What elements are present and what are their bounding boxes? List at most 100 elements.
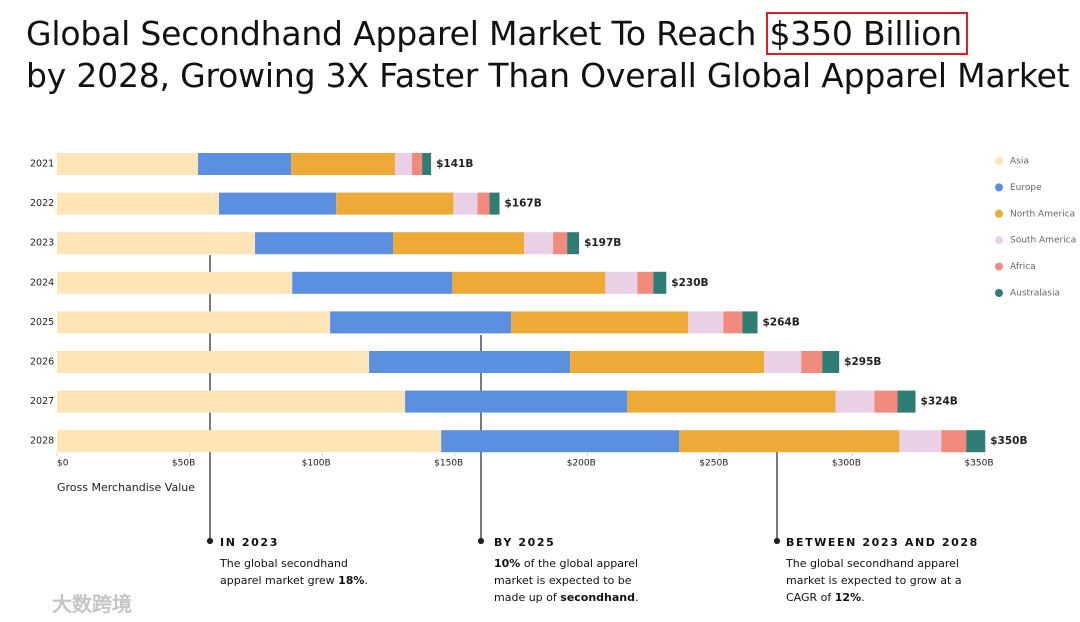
bar-segment	[966, 430, 986, 453]
y-tick-label: 2026	[30, 357, 54, 368]
y-tick-label: 2028	[30, 436, 54, 447]
legend-marker	[995, 209, 1003, 218]
bar-segment	[835, 390, 875, 413]
bar-segment	[477, 192, 490, 215]
callout-heading: BETWEEN 2023 AND 2028	[786, 536, 979, 549]
bar-segment	[57, 390, 406, 413]
total-label: $324B	[921, 396, 958, 408]
callout-text: 12%	[834, 591, 862, 604]
x-tick-label: $200B	[567, 459, 596, 469]
bar-segment	[653, 271, 667, 294]
bar-segment	[57, 153, 199, 175]
bar-segment	[453, 192, 478, 215]
bar-segment	[688, 311, 724, 334]
total-label: $264B	[763, 316, 800, 328]
callout-text: 18%	[338, 574, 365, 587]
bar-segment	[255, 232, 394, 255]
x-axis-label: Gross Merchandise Value	[57, 481, 195, 494]
legend-marker	[995, 289, 1003, 297]
x-tick-label: $250B	[699, 459, 728, 469]
bar-segment	[422, 153, 432, 175]
callout-text: The global secondhand apparel market is …	[786, 557, 962, 604]
callout-text: .	[635, 591, 639, 604]
legend-label: Africa	[1010, 262, 1036, 272]
callout-text: .	[861, 591, 865, 604]
y-tick-label: 2023	[30, 238, 54, 249]
callout-text: The global secondhand apparel market gre…	[220, 557, 348, 587]
bar-segment	[553, 232, 568, 255]
bar-segment	[742, 311, 758, 334]
legend-marker	[995, 236, 1003, 245]
callout-body: 10% of the global apparel market is expe…	[494, 555, 644, 606]
x-tick-label: $0	[57, 459, 69, 469]
total-label: $167B	[505, 198, 542, 210]
bar-segment	[511, 311, 689, 334]
bar-segment	[292, 271, 453, 294]
bar-segment	[627, 390, 836, 413]
bar-segment	[679, 430, 900, 453]
x-tick-label: $50B	[172, 459, 195, 469]
bar-segment	[57, 232, 256, 255]
bar-segment	[524, 232, 554, 255]
bar-segment	[330, 311, 512, 334]
y-tick-label: 2022	[30, 198, 54, 209]
y-tick-label: 2025	[30, 317, 54, 328]
callout-heading: BY 2025	[494, 536, 556, 549]
x-tick-label: $100B	[302, 459, 331, 469]
y-tick-label: 2021	[30, 159, 54, 170]
bar-segment	[393, 232, 525, 255]
legend-label: Australasia	[1010, 289, 1060, 299]
bar-segment	[57, 430, 442, 453]
bar-segment	[57, 271, 293, 294]
y-tick-label: 2027	[30, 396, 54, 407]
callout-dot	[477, 537, 485, 545]
legend-label: South America	[1010, 236, 1076, 246]
watermark: 大数跨境	[52, 592, 132, 616]
callout-text: of the global apparel market is expected…	[494, 557, 639, 604]
title-highlight: $350 Billion	[766, 12, 968, 55]
bar-segment	[874, 390, 898, 413]
x-tick-label: $150B	[434, 459, 463, 469]
y-tick-label: 2024	[30, 277, 54, 288]
bar-segment	[412, 153, 423, 175]
bar-segment	[764, 351, 802, 373]
bar-segment	[219, 192, 337, 215]
bar-segment	[405, 390, 628, 413]
total-label: $197B	[584, 237, 621, 249]
callout: BETWEEN 2023 AND 2028 The global secondha…	[786, 534, 996, 606]
bar-segment	[57, 192, 220, 215]
bar-segment	[899, 430, 942, 453]
callout-dot	[206, 537, 214, 545]
bar-segment	[605, 271, 638, 294]
bar-segment	[336, 192, 454, 215]
bar-segment	[723, 311, 743, 334]
title-line2: by 2028, Growing 3X Faster Than Overall …	[26, 56, 1070, 95]
bar-segment	[570, 351, 765, 373]
title: Global Secondhand Apparel Market To Reac…	[26, 12, 1070, 97]
callout: IN 2023 The global secondhand apparel mar…	[220, 534, 380, 589]
bar-segment	[291, 153, 396, 175]
callout-dot	[773, 537, 781, 545]
legend-marker	[995, 262, 1003, 271]
legend-label: North America	[1010, 209, 1075, 219]
x-tick-label: $350B	[964, 459, 993, 469]
callout-body: The global secondhand apparel market gre…	[220, 555, 380, 589]
legend-marker	[995, 183, 1003, 192]
legend-label: Asia	[1010, 157, 1029, 167]
legend-label: Europe	[1010, 183, 1042, 193]
callout-text: .	[364, 574, 368, 587]
bar-segment	[801, 351, 823, 373]
bar-segment	[369, 351, 571, 373]
bar-segment	[198, 153, 292, 175]
total-label: $230B	[671, 277, 708, 289]
callout-text: secondhand	[560, 591, 636, 604]
bar-segment	[637, 271, 654, 294]
bar-segment	[489, 192, 500, 215]
bar-segment	[441, 430, 680, 453]
callout-text: 10%	[494, 557, 521, 570]
x-tick-label: $300B	[832, 459, 861, 469]
total-label: $141B	[436, 158, 473, 170]
bar-segment	[897, 390, 916, 413]
